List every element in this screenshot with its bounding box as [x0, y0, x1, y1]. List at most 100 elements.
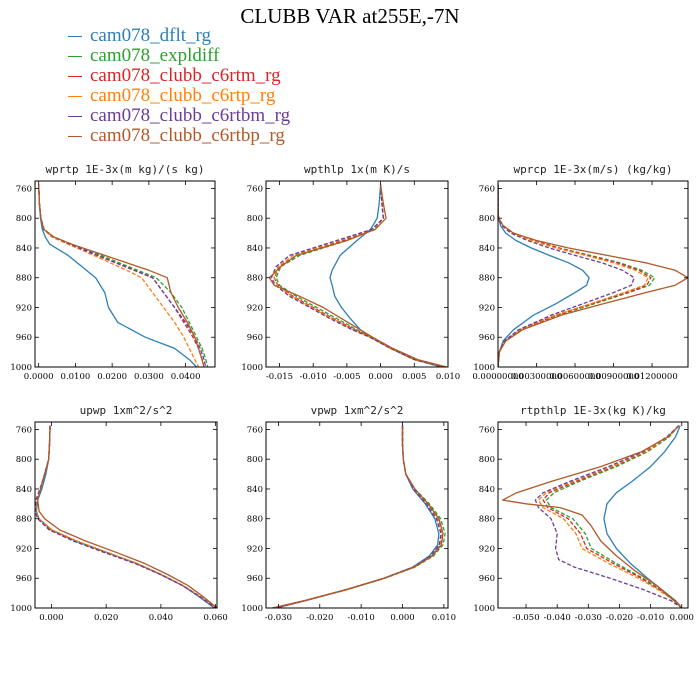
y-tick-label: 920: [479, 544, 495, 554]
legend-swatch: [68, 56, 82, 57]
y-tick-label: 800: [479, 214, 495, 224]
x-tick-label: 0.040: [149, 613, 173, 623]
y-tick-label: 880: [247, 515, 263, 525]
plot-frame: [265, 421, 449, 609]
panel-title: wprtp 1E-3x(m kg)/(s kg): [46, 163, 205, 176]
y-tick-label: 800: [16, 214, 32, 224]
y-tick-label: 1000: [241, 604, 263, 614]
x-tick-label: -0.020: [606, 613, 633, 623]
legend-swatch: [68, 96, 82, 97]
y-tick-label: 960: [247, 333, 263, 343]
series-line-cam078_clubb_c6rtm_rg: [38, 184, 205, 367]
legend-label: cam078_clubb_c6rtbp_rg: [90, 125, 285, 146]
series-line-cam078_clubb_c6rtbp_rg: [38, 184, 205, 367]
x-tick-label: 0.000: [390, 613, 414, 623]
legend-swatch: [68, 116, 82, 117]
series-line-cam078_clubb_c6rtp_rg: [274, 425, 443, 608]
y-tick-label: 960: [479, 574, 495, 584]
x-tick-label: 0.060: [203, 613, 227, 623]
series-line-cam078_clubb_c6rtbp_rg: [498, 184, 688, 367]
series-line-cam078_clubb_c6rtbm_rg: [38, 184, 207, 367]
y-tick-label: 800: [247, 214, 263, 224]
plot-frame: [34, 180, 216, 368]
x-tick-label: -0.010: [348, 613, 375, 623]
panel-title: wpthlp 1x(m K)/s: [304, 163, 410, 176]
x-tick-label: 0.00600000: [549, 372, 600, 382]
y-tick-label: 1000: [473, 604, 495, 614]
panel-1: wprtp 1E-3x(m kg)/(s kg) 760 800 840 880 920 9…: [10, 163, 216, 382]
y-tick-label: 1000: [241, 363, 263, 373]
y-tick-label: 840: [247, 244, 263, 254]
plot-frame: [497, 180, 689, 368]
series-line-cam078_clubb_c6rtp_rg: [273, 184, 445, 367]
y-tick-label: 760: [479, 184, 495, 194]
y-tick-label: 800: [247, 455, 263, 465]
x-tick-label: 0.000: [39, 613, 63, 623]
series-group: [35, 425, 217, 608]
panel-title: upwp 1xm^2/s^2: [80, 404, 173, 417]
series-group: [268, 184, 447, 367]
x-tick-label: -0.015: [266, 372, 293, 382]
series-line-cam078_clubb_c6rtbm_rg: [270, 184, 445, 367]
x-tick-label: 0.000: [368, 372, 392, 382]
x-tick-label: -0.005: [333, 372, 360, 382]
y-tick-label: 840: [16, 485, 32, 495]
y-tick-label: 880: [16, 515, 32, 525]
panel-title: rtpthlp 1E-3x(kg K)/kg: [520, 404, 666, 417]
y-tick-label: 960: [479, 333, 495, 343]
x-tick-label: -0.050: [512, 613, 539, 623]
series-line-cam078_clubb_c6rtbm_rg: [498, 184, 635, 367]
series-line-cam078_expldiff: [35, 425, 216, 608]
series-line-cam078_expldiff: [275, 184, 445, 367]
y-tick-label: 760: [247, 184, 263, 194]
y-tick-label: 920: [247, 544, 263, 554]
x-tick-label: 0.0400: [171, 372, 201, 382]
series-line-cam078_clubb_c6rtp_rg: [537, 425, 683, 608]
panel-5: vpwp 1xm^2/s^27608008408809209601000-0.0…: [241, 404, 456, 623]
panel-title: vpwp 1xm^2/s^2: [311, 404, 404, 417]
series-group: [38, 184, 209, 367]
y-tick-label: 1000: [473, 363, 495, 373]
plot-frame: [497, 421, 689, 609]
figure-title: CLUBB VAR at255E,-7N: [240, 4, 460, 28]
panel-3: wprcp 1E-3x(m/s) (kg/kg) 760 800 840 880 920 9…: [472, 163, 689, 382]
legend-label: cam078_clubb_c6rtp_rg: [90, 85, 276, 106]
legend-swatch: [68, 76, 82, 77]
series-line-cam078_clubb_c6rtm_rg: [273, 184, 445, 367]
x-tick-label: 0.005: [402, 372, 426, 382]
y-tick-label: 880: [16, 274, 32, 284]
series-line-cam078_clubb_c6rtp_rg: [35, 425, 216, 608]
series-group: [272, 425, 446, 608]
x-tick-label: 0.010: [432, 613, 456, 623]
series-line-cam078_expldiff: [274, 425, 446, 608]
y-tick-label: 880: [479, 515, 495, 525]
y-tick-label: 960: [16, 333, 32, 343]
x-tick-label: 0.010: [436, 372, 460, 382]
y-tick-label: 960: [247, 574, 263, 584]
panel-title: wprcp 1E-3x(m/s) (kg/kg): [514, 163, 673, 176]
legend-label: cam078_dflt_rg: [90, 25, 212, 46]
y-tick-label: 760: [479, 425, 495, 435]
series-line-cam078_expldiff: [545, 425, 683, 608]
series-line-cam078_clubb_c6rtbm_rg: [534, 425, 683, 608]
series-line-cam078_dflt_rg: [38, 184, 198, 367]
series-line-cam078_dflt_rg: [276, 425, 440, 608]
x-tick-label: -0.040: [544, 613, 571, 623]
y-tick-label: 1000: [10, 363, 32, 373]
x-tick-label: 0.0000: [24, 372, 54, 382]
y-tick-label: 760: [16, 425, 32, 435]
y-tick-label: 920: [479, 303, 495, 313]
y-tick-label: 880: [247, 274, 263, 284]
x-tick-label: 0.020: [94, 613, 118, 623]
series-group: [498, 184, 688, 367]
series-line-cam078_dflt_rg: [498, 184, 590, 367]
y-tick-label: 840: [479, 244, 495, 254]
x-tick-label: -0.030: [265, 613, 292, 623]
legend-label: cam078_clubb_c6rtm_rg: [90, 65, 281, 86]
series-line-cam078_clubb_c6rtbm_rg: [275, 425, 442, 608]
series-line-cam078_dflt_rg: [329, 184, 442, 367]
y-tick-label: 920: [247, 303, 263, 313]
x-tick-label: 0.00900000: [588, 372, 639, 382]
series-group: [502, 425, 683, 608]
y-tick-label: 840: [16, 244, 32, 254]
